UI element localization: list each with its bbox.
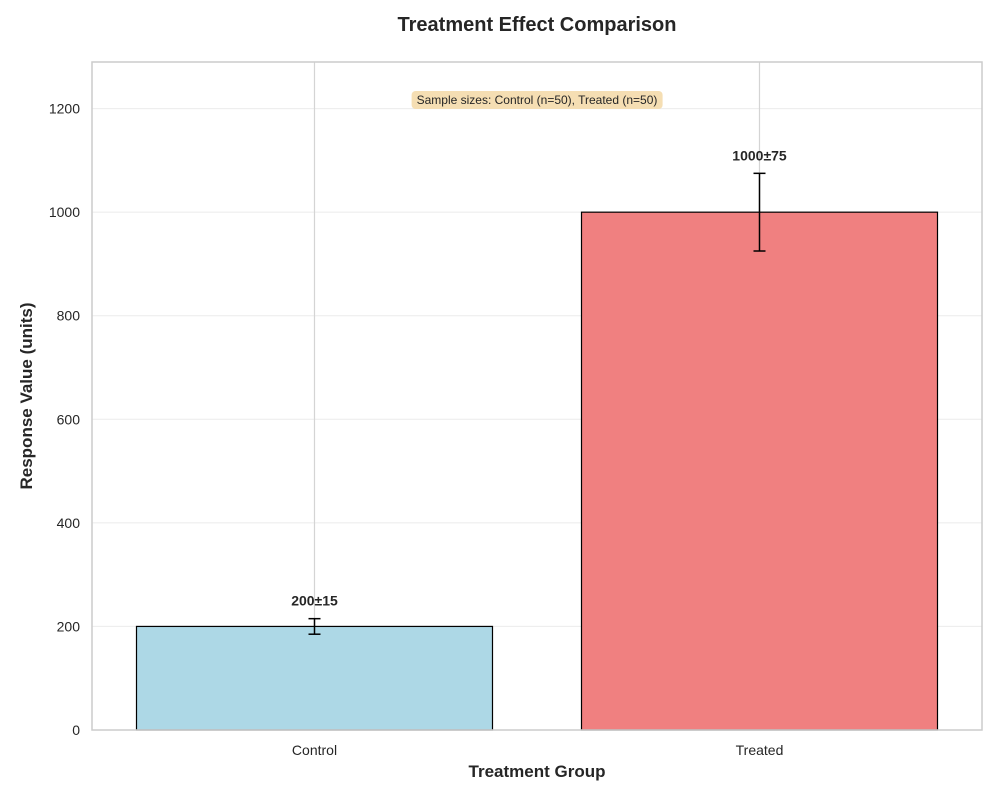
y-axis-label: Response Value (units)	[17, 302, 36, 489]
tick-labels: 0 200 400 600 800 1000 1200 Control Treated	[49, 101, 784, 758]
bars	[135, 211, 939, 731]
y-tick-label: 800	[57, 308, 81, 324]
y-tick-label: 600	[57, 411, 81, 427]
y-tick-label: 1000	[49, 204, 80, 220]
data-labels: 200±15 1000±75	[291, 147, 787, 608]
x-tick-label: Control	[292, 742, 337, 758]
data-label: 200±15	[291, 593, 338, 609]
y-tick-label: 0	[72, 722, 80, 738]
plot-frame	[91, 61, 983, 731]
y-tick-label: 200	[57, 618, 81, 634]
x-tick-label: Treated	[736, 742, 784, 758]
data-label: 1000±75	[732, 147, 787, 163]
bar-treated	[580, 211, 939, 731]
chart-title: Treatment Effect Comparison	[397, 14, 677, 36]
error-bars	[308, 172, 766, 635]
x-axis-label: Treatment Group	[469, 762, 606, 781]
y-tick-label: 400	[57, 515, 81, 531]
bar-control	[135, 625, 494, 731]
y-tick-label: 1200	[49, 101, 80, 117]
sample-size-annotation: Sample sizes: Control (n=50), Treated (n…	[411, 91, 663, 109]
